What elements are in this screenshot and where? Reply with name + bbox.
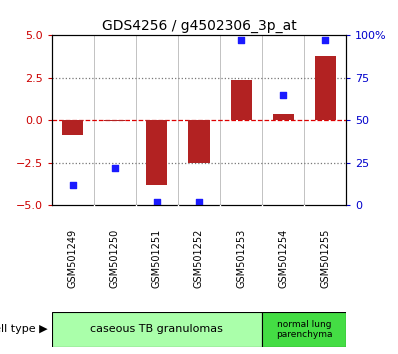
Bar [52,312,262,347]
Title: GDS4256 / g4502306_3p_at: GDS4256 / g4502306_3p_at [101,19,297,33]
Text: GSM501254: GSM501254 [278,229,288,288]
Bar [273,114,294,120]
Bar [146,120,168,185]
Bar [315,56,336,120]
Point [196,199,202,205]
Point [322,38,328,43]
Bar [62,120,83,135]
Bar [189,120,209,163]
Text: normal lung
parenchyma: normal lung parenchyma [276,320,332,339]
Point [280,92,286,98]
Point [238,38,244,43]
Bar [230,80,252,120]
Point [154,199,160,205]
Text: GSM501250: GSM501250 [110,229,120,288]
Bar [262,312,346,347]
Point [112,165,118,171]
Text: GSM501253: GSM501253 [236,229,246,288]
Text: GSM501249: GSM501249 [68,229,78,288]
Text: GSM501252: GSM501252 [194,229,204,288]
Text: cell type ▶: cell type ▶ [0,324,48,334]
Bar [104,120,125,121]
Text: GSM501251: GSM501251 [152,229,162,288]
Text: caseous TB granulomas: caseous TB granulomas [90,324,223,334]
Text: GSM501255: GSM501255 [320,229,330,288]
Point [70,182,76,188]
